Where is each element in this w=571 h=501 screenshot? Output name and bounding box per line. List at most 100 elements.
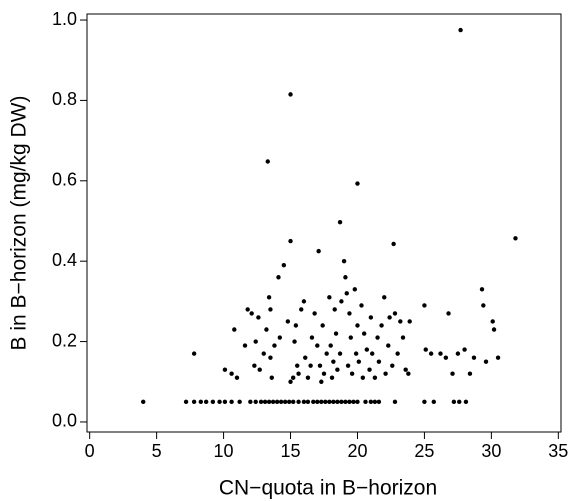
y-tick-label: 0.4 bbox=[52, 250, 77, 270]
point bbox=[303, 355, 308, 360]
point bbox=[479, 287, 485, 292]
x-tick-label: 35 bbox=[548, 441, 568, 461]
point bbox=[345, 363, 351, 368]
point bbox=[324, 351, 329, 356]
x-tick-label: 20 bbox=[347, 441, 367, 461]
point bbox=[293, 323, 299, 328]
point bbox=[319, 399, 324, 405]
point bbox=[242, 343, 248, 348]
point bbox=[331, 359, 336, 364]
point bbox=[191, 351, 197, 356]
point bbox=[278, 399, 284, 405]
point bbox=[491, 327, 497, 332]
point bbox=[490, 319, 495, 324]
point bbox=[355, 323, 360, 328]
point bbox=[390, 363, 395, 368]
point bbox=[391, 241, 396, 247]
x-tick-label: 5 bbox=[152, 441, 162, 461]
point bbox=[277, 335, 283, 340]
point bbox=[276, 275, 281, 280]
point bbox=[339, 399, 344, 405]
point bbox=[232, 327, 237, 332]
point bbox=[372, 375, 378, 380]
point bbox=[355, 181, 360, 186]
point bbox=[245, 307, 250, 312]
point bbox=[455, 351, 461, 356]
point bbox=[248, 399, 253, 405]
point bbox=[451, 399, 457, 405]
x-tick-label: 10 bbox=[214, 441, 234, 461]
point bbox=[328, 343, 333, 348]
point bbox=[398, 319, 403, 324]
point bbox=[343, 399, 348, 405]
point bbox=[327, 295, 332, 300]
point bbox=[443, 355, 449, 360]
point bbox=[481, 303, 486, 308]
point bbox=[428, 351, 434, 356]
point bbox=[311, 399, 316, 405]
y-tick-label: 0.8 bbox=[52, 89, 77, 109]
point bbox=[372, 399, 378, 405]
point bbox=[229, 399, 234, 405]
point bbox=[406, 371, 411, 376]
point bbox=[296, 399, 301, 405]
point bbox=[471, 355, 477, 360]
point bbox=[403, 367, 408, 372]
point bbox=[222, 367, 228, 372]
point bbox=[333, 331, 339, 336]
point bbox=[229, 371, 234, 376]
x-tick-label: 15 bbox=[281, 441, 301, 461]
point bbox=[269, 375, 274, 380]
point bbox=[266, 295, 272, 300]
point bbox=[495, 355, 501, 360]
point bbox=[266, 399, 272, 405]
point bbox=[301, 299, 307, 304]
point bbox=[301, 399, 307, 405]
point bbox=[376, 399, 382, 405]
x-tick-label: 30 bbox=[481, 441, 501, 461]
x-axis-label: CN−quota in B−horizon bbox=[219, 477, 437, 500]
point bbox=[315, 343, 320, 348]
point bbox=[383, 371, 388, 376]
x-tick-label: 0 bbox=[85, 441, 95, 461]
point bbox=[296, 371, 301, 376]
point bbox=[387, 315, 392, 320]
point bbox=[450, 371, 455, 376]
point bbox=[203, 399, 209, 405]
point bbox=[361, 331, 367, 336]
point bbox=[319, 379, 324, 384]
plot-frame bbox=[86, 13, 562, 433]
point bbox=[295, 363, 300, 368]
point bbox=[317, 363, 323, 368]
point bbox=[253, 399, 258, 405]
point bbox=[343, 275, 348, 280]
point bbox=[392, 311, 398, 316]
point bbox=[316, 248, 321, 254]
point bbox=[457, 399, 462, 405]
point bbox=[407, 319, 412, 324]
point bbox=[335, 399, 340, 405]
point bbox=[513, 236, 518, 241]
point bbox=[288, 379, 293, 384]
point bbox=[355, 399, 360, 405]
y-tick-label: 1.0 bbox=[52, 9, 77, 29]
point bbox=[462, 347, 467, 352]
point bbox=[308, 363, 313, 368]
point bbox=[327, 399, 332, 405]
point bbox=[191, 399, 197, 405]
point bbox=[309, 335, 315, 340]
point bbox=[335, 367, 340, 372]
y-axis-label: B in B−horizon (mg/kg DW) bbox=[8, 96, 31, 351]
point bbox=[262, 399, 268, 405]
point bbox=[356, 359, 362, 364]
point bbox=[265, 159, 270, 164]
point bbox=[395, 351, 400, 356]
point bbox=[467, 371, 473, 376]
point bbox=[341, 258, 347, 264]
point bbox=[423, 347, 428, 352]
point bbox=[305, 375, 311, 380]
point bbox=[285, 319, 291, 324]
point bbox=[422, 303, 427, 308]
point bbox=[360, 375, 366, 380]
